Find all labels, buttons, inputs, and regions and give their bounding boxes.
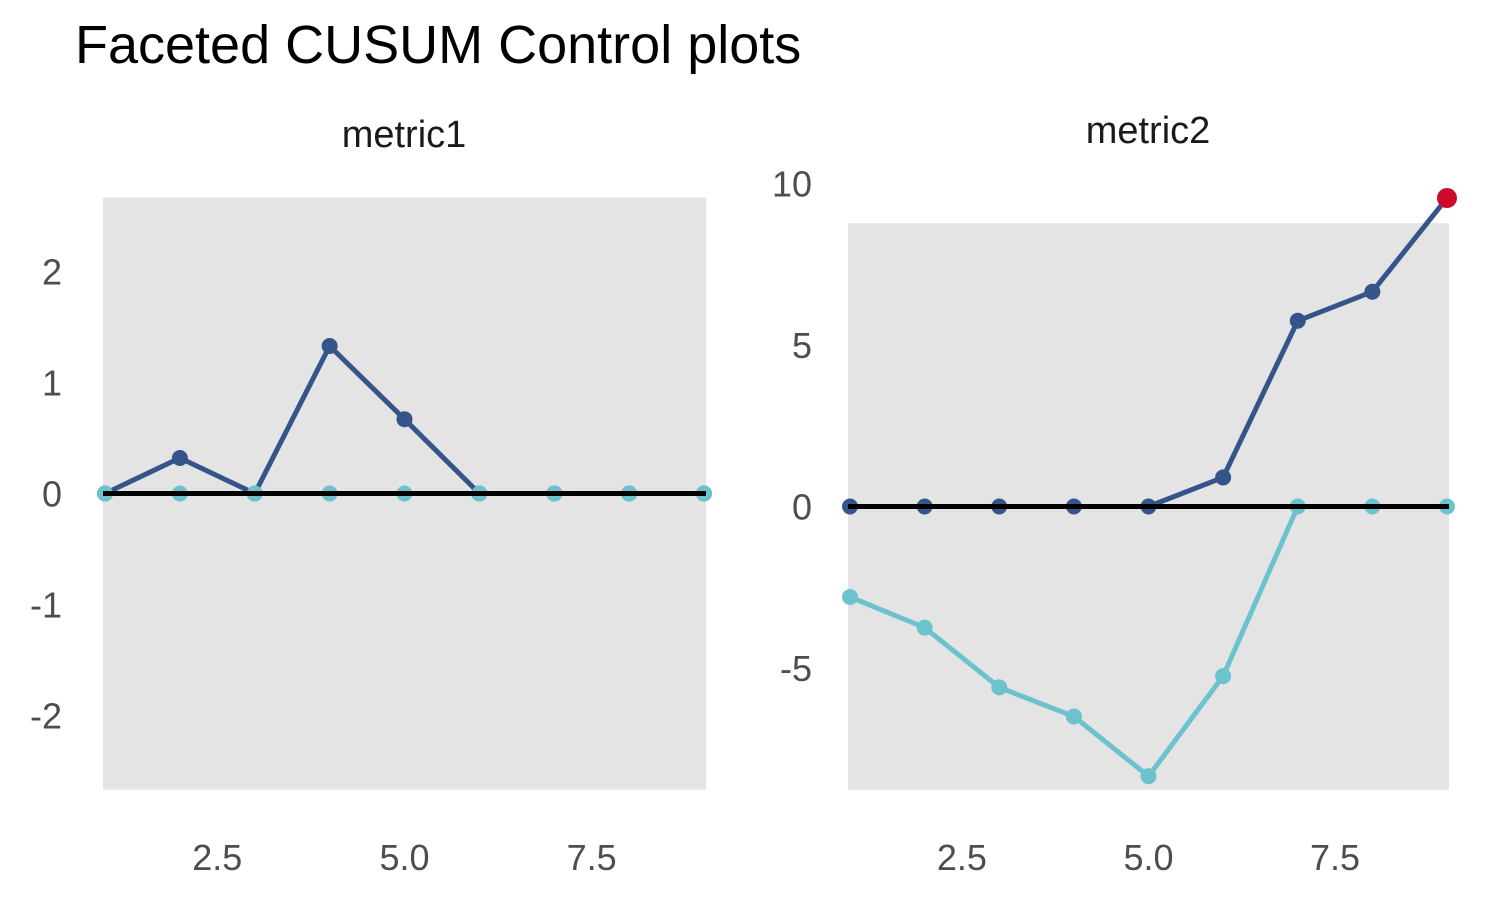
- data-point: [916, 619, 933, 636]
- data-point: [1364, 283, 1381, 300]
- facet-title: metric2: [1086, 110, 1211, 152]
- data-point: [321, 338, 338, 355]
- data-point: [1215, 469, 1232, 486]
- x-tick-label: 2.5: [937, 837, 987, 878]
- x-tick-label: 2.5: [192, 837, 242, 878]
- page-title: Faceted CUSUM Control plots: [75, 15, 802, 75]
- data-point: [1140, 768, 1157, 785]
- x-tick-label: 5.0: [1123, 837, 1173, 878]
- y-tick-label: 0: [42, 474, 62, 515]
- y-tick-label: -5: [780, 648, 812, 689]
- x-tick-label: 5.0: [379, 837, 429, 878]
- facet-title: metric1: [342, 114, 467, 156]
- y-tick-label: 10: [772, 164, 812, 205]
- data-point: [1215, 668, 1232, 685]
- x-tick-label: 7.5: [567, 837, 617, 878]
- data-point: [1065, 708, 1082, 725]
- data-point: [171, 450, 188, 467]
- data-point: [396, 411, 413, 428]
- data-point: [1289, 312, 1306, 329]
- y-tick-label: 0: [792, 487, 812, 528]
- y-tick-label: -2: [30, 695, 62, 736]
- data-point: [991, 679, 1008, 696]
- y-tick-label: -1: [30, 584, 62, 625]
- y-tick-label: 1: [42, 363, 62, 404]
- y-tick-label: 2: [42, 252, 62, 293]
- x-tick-label: 7.5: [1310, 837, 1360, 878]
- y-tick-label: 5: [792, 325, 812, 366]
- data-point: [842, 588, 858, 605]
- violation-point: [1437, 188, 1457, 209]
